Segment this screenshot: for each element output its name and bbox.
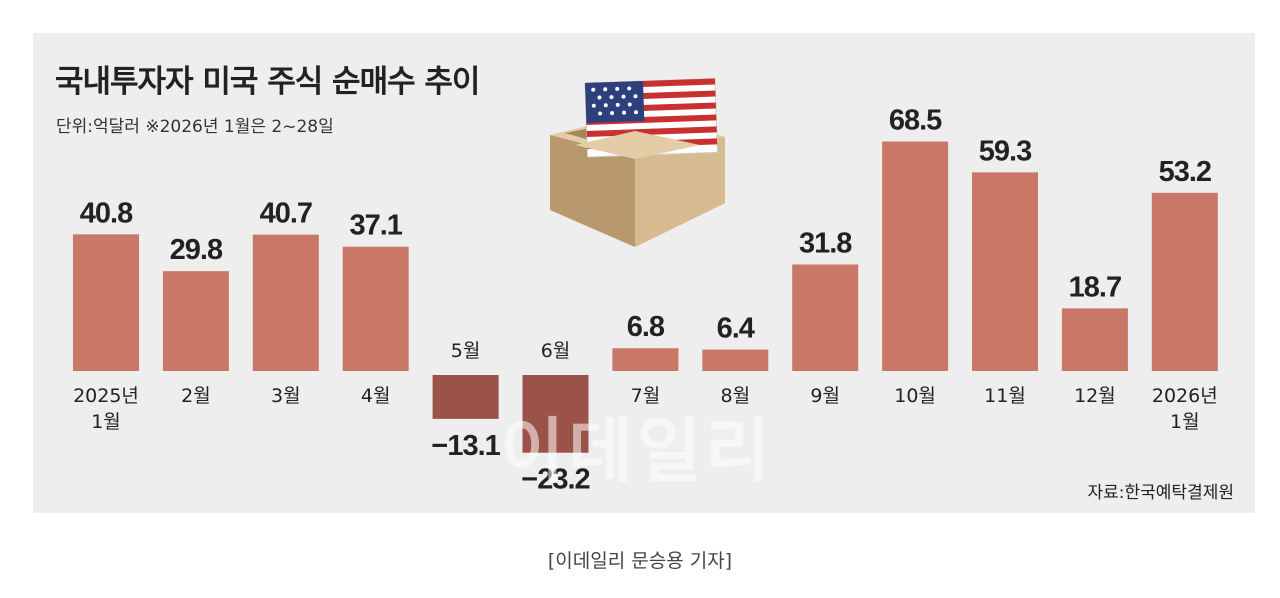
bar-11 <box>972 172 1038 371</box>
bar-10 <box>882 141 949 371</box>
value-label-9: 31.8 <box>799 227 852 259</box>
unit-note: 단위:억달러 ※2026년 1월은 2~28일 <box>56 117 334 137</box>
value-label-12: 18.7 <box>1069 271 1121 303</box>
value-label-1: 40.8 <box>80 197 133 229</box>
category-label-7: 7월 <box>631 385 661 407</box>
bar-1 <box>73 234 139 371</box>
category-label-6: 6월 <box>541 340 571 362</box>
bar-2 <box>162 271 229 371</box>
source-note: 자료:한국예탁결제원 <box>1087 483 1235 503</box>
value-label-3: 40.7 <box>260 198 312 230</box>
category-label-9: 9월 <box>810 385 840 407</box>
category-label-5: 5월 <box>451 340 481 362</box>
value-label-8: 6.4 <box>717 313 755 345</box>
bar-8 <box>702 349 769 371</box>
bar-3 <box>252 234 319 371</box>
category-label-1: 2025년 1월 <box>73 385 139 433</box>
value-label-7: 6.8 <box>627 311 665 343</box>
category-label-8: 8월 <box>721 385 751 407</box>
chart-title: 국내투자자 미국 주식 순매수 추이 <box>55 64 480 100</box>
category-label-10: 10월 <box>894 385 936 407</box>
photo-credit: [이데일리 문승용 기자] <box>547 550 733 572</box>
bar-5 <box>432 375 499 419</box>
value-label-2: 29.8 <box>170 234 223 266</box>
value-label-4: 37.1 <box>349 210 402 242</box>
bar-7 <box>612 348 679 371</box>
value-label-5: −13.1 <box>431 430 500 462</box>
value-label-6: −23.2 <box>521 464 589 496</box>
bar-13 <box>1151 192 1218 371</box>
bar-12 <box>1061 308 1128 371</box>
value-label-13: 53.2 <box>1159 156 1211 188</box>
bar-9 <box>792 264 859 371</box>
bar-4 <box>342 246 409 371</box>
category-label-3: 3월 <box>271 385 301 407</box>
us-flag-ballot-box-icon <box>550 77 725 247</box>
category-label-4: 4월 <box>361 385 391 407</box>
category-label-11: 11월 <box>984 385 1026 407</box>
value-label-10: 68.5 <box>889 105 942 137</box>
value-label-11: 59.3 <box>979 135 1032 167</box>
category-label-12: 12월 <box>1074 385 1116 407</box>
category-label-13: 2026년 1월 <box>1152 385 1218 433</box>
bar-6 <box>522 375 589 453</box>
category-label-2: 2월 <box>181 385 211 407</box>
